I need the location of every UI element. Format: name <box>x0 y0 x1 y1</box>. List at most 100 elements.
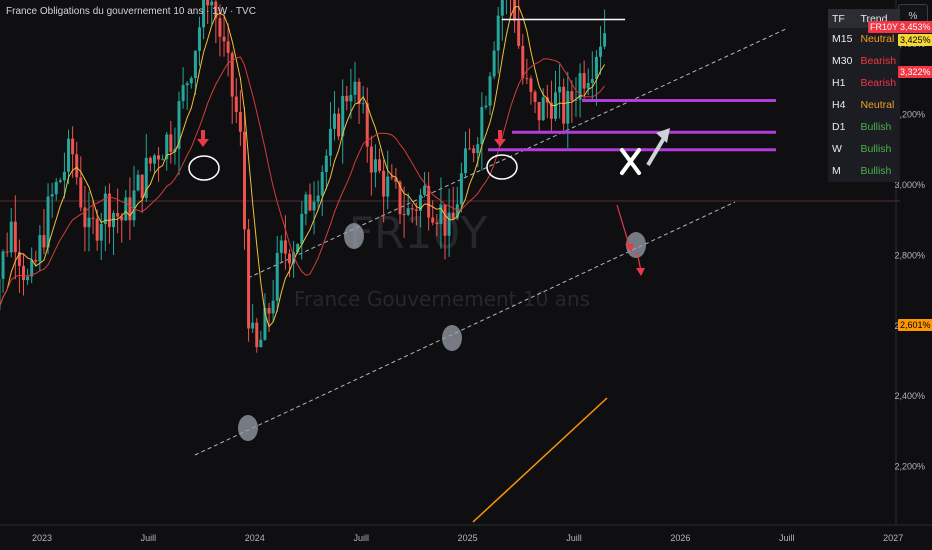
candle-body <box>300 213 304 244</box>
candle-body <box>369 146 373 173</box>
candle-body <box>226 41 230 54</box>
candle-body <box>324 155 328 173</box>
watermark-name: France Gouvernement 10 ans <box>294 287 590 311</box>
candle-body <box>521 45 525 79</box>
candle-body <box>271 300 275 314</box>
candle-body <box>54 181 58 195</box>
x-tick-label: 2027 <box>883 533 903 543</box>
candle-body <box>202 0 206 28</box>
candle-body <box>140 174 144 198</box>
candle-body <box>103 193 107 225</box>
trend-timeframe: W <box>832 143 842 155</box>
sma-fast-line <box>0 5 606 328</box>
candle-body <box>578 73 582 100</box>
trend-timeframe: M <box>832 165 841 177</box>
candle-body <box>365 103 369 147</box>
candle-body <box>304 194 308 214</box>
candle-body <box>328 128 332 156</box>
candle-body <box>517 20 521 46</box>
candle-body <box>586 82 590 89</box>
candle-body <box>459 173 463 205</box>
x-tick-label: Juill <box>353 533 369 543</box>
candle-body <box>435 222 439 225</box>
trend-table-row: M15 Neutral <box>828 28 900 50</box>
candle-body <box>112 213 116 228</box>
candle-body <box>247 229 251 329</box>
candle-body <box>566 91 570 124</box>
candle-body <box>390 176 394 178</box>
x-tick-label: 2026 <box>670 533 690 543</box>
candle-body <box>165 134 169 160</box>
candle-body <box>533 91 537 102</box>
up-arrow-icon <box>656 128 670 143</box>
candle-body <box>513 0 517 21</box>
candle-body <box>476 144 480 154</box>
trend-table-row: M Bullish <box>828 160 900 182</box>
candle-body <box>320 172 324 196</box>
candle-body <box>341 95 345 137</box>
candle-body <box>529 78 533 92</box>
down-arrow-icon <box>201 130 205 139</box>
candle-body <box>107 193 111 228</box>
candle-body <box>22 266 26 281</box>
support-lines <box>488 18 776 152</box>
candle-body <box>161 159 165 161</box>
trend-timeframe: M30 <box>832 55 853 67</box>
y-tick-label: 3,200% <box>894 110 925 120</box>
x-axis: 2023 Juill 2024 Juill 2025 Juill 2026 Juill 2027 <box>32 533 903 543</box>
trend-table-row: M30 Bearish <box>828 50 900 72</box>
candle-body <box>120 216 124 221</box>
candle-body <box>545 97 549 103</box>
candle-body <box>206 0 210 6</box>
candle-body <box>386 176 390 197</box>
candle-body <box>394 177 398 182</box>
trend-value: Neutral <box>860 33 895 45</box>
candle-body <box>13 221 17 253</box>
candle-body <box>308 194 312 211</box>
pivot-marker <box>344 223 364 249</box>
candle-body <box>157 155 161 160</box>
candle-body <box>38 235 42 262</box>
y-tick-label: 2,400% <box>894 391 925 401</box>
pivot-marker <box>238 415 258 441</box>
candle-body <box>136 174 140 191</box>
x-tick-label: Juill <box>141 533 157 543</box>
candle-body <box>537 101 541 121</box>
trend-value: Bullish <box>860 165 892 177</box>
y-tick-label: 2,200% <box>894 462 925 472</box>
candle-body <box>361 103 365 105</box>
x-tick-label: 2025 <box>458 533 478 543</box>
trend-timeframe: H4 <box>832 99 846 111</box>
candle-body <box>242 131 246 230</box>
candle-body <box>17 252 21 267</box>
projection-arrow <box>636 251 642 272</box>
candle-body <box>116 213 120 217</box>
candle-body <box>58 180 62 182</box>
candle-body <box>9 221 13 253</box>
candle-body <box>562 86 566 124</box>
candle-body <box>26 276 30 281</box>
candle-body <box>169 134 173 152</box>
candle-body <box>345 95 349 102</box>
price-badge: 3,322% <box>898 65 932 78</box>
candle-body <box>333 113 337 129</box>
candle-body <box>275 252 279 301</box>
chart-title: France Obligations du gouvernement 10 an… <box>6 6 256 17</box>
candle-body <box>148 157 152 164</box>
candle-body <box>34 259 38 262</box>
projection-arrow <box>636 268 645 276</box>
candle-body <box>267 308 271 314</box>
candle-body <box>480 107 484 145</box>
candle-body <box>132 190 136 221</box>
candle-body <box>67 138 71 172</box>
candle-body <box>451 212 455 219</box>
trend-timeframe: H1 <box>832 77 846 89</box>
candle-body <box>406 208 410 215</box>
candle-body <box>292 252 296 264</box>
candle-body <box>357 81 361 104</box>
candle-body <box>42 235 46 248</box>
trend-value: Bearish <box>860 55 897 67</box>
candle-body <box>181 85 185 102</box>
candlesticks <box>0 0 607 353</box>
